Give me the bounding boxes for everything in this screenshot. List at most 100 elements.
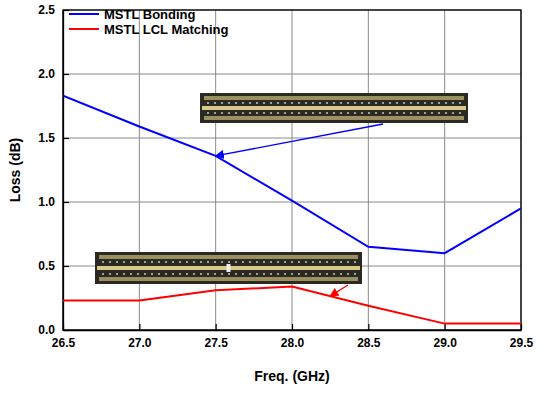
photo-via [410, 112, 412, 114]
photo-via [305, 112, 307, 114]
photo-via [228, 102, 230, 104]
photo-via [165, 261, 167, 263]
photo-via [403, 112, 405, 114]
photo-via [186, 261, 188, 263]
x-tick-mark [521, 324, 522, 330]
y-tick-mark [63, 138, 69, 139]
photo-via [102, 273, 104, 275]
y-tick: 2.0 [38, 67, 69, 81]
x-tick: 29.0 [433, 324, 457, 350]
photo-via [340, 261, 342, 263]
photo-via [410, 102, 412, 104]
photo-via [256, 273, 258, 275]
photo-via [193, 261, 195, 263]
photo-via [312, 102, 314, 104]
photo-board [200, 93, 468, 123]
photo-via [305, 273, 307, 275]
x-axis-line [64, 330, 522, 331]
photo-via [431, 112, 433, 114]
photo-via [340, 273, 342, 275]
photo-via [179, 261, 181, 263]
grid-line-y [63, 138, 521, 139]
photo-via [319, 261, 321, 263]
photo-via [235, 261, 237, 263]
legend-swatch [69, 13, 99, 15]
photo-via [291, 112, 293, 114]
photo-via [382, 102, 384, 104]
photo-via [319, 273, 321, 275]
photo-via [312, 112, 314, 114]
photo-via [137, 273, 139, 275]
legend-label: MSTL Bonding [104, 7, 196, 22]
photo-via [214, 273, 216, 275]
photo-via [242, 273, 244, 275]
photo-via [361, 112, 363, 114]
photo-via [270, 261, 272, 263]
y-tick-label: 0.0 [38, 323, 55, 337]
photo-via [228, 112, 230, 114]
legend-item: MSTL LCL Matching [69, 22, 229, 37]
x-tick-mark [292, 324, 293, 330]
photo-via [214, 261, 216, 263]
photo-via [109, 273, 111, 275]
photo-via [354, 261, 356, 263]
photo-via [403, 102, 405, 104]
photo-via [396, 112, 398, 114]
photo-via [144, 273, 146, 275]
photo-via [368, 102, 370, 104]
x-tick-mark [445, 324, 446, 330]
photo-via [347, 102, 349, 104]
x-tick-mark [216, 324, 217, 330]
photo-via [284, 273, 286, 275]
legend: MSTL BondingMSTL LCL Matching [69, 7, 229, 37]
photo-via [368, 112, 370, 114]
y-tick-mark [63, 10, 69, 11]
photo-via [200, 261, 202, 263]
series-line [63, 286, 521, 323]
x-tick-label: 26.5 [52, 336, 76, 350]
photo-via [263, 261, 265, 263]
y-tick-mark [63, 330, 69, 331]
photo-via [242, 102, 244, 104]
photo-via [438, 102, 440, 104]
plot: 26.527.027.528.028.529.029.50.00.51.01.5… [38, 3, 533, 349]
photo-via [235, 112, 237, 114]
photo-via [270, 273, 272, 275]
photo-via [333, 273, 335, 275]
photo-via [319, 102, 321, 104]
photo-via [333, 102, 335, 104]
x-tick-label: 28.0 [281, 336, 305, 350]
x-tick: 28.5 [357, 324, 381, 350]
photo-via [144, 261, 146, 263]
photo-via [445, 102, 447, 104]
photo-via [417, 102, 419, 104]
annotation-arrow [330, 285, 348, 296]
x-axis: 26.527.027.528.028.529.029.5 [52, 324, 534, 350]
photo-via [256, 112, 258, 114]
legend-label: MSTL LCL Matching [104, 22, 229, 37]
series-group [63, 96, 521, 324]
photo-via [256, 261, 258, 263]
photo-via [249, 112, 251, 114]
x-tick: 27.5 [204, 324, 228, 350]
inset-photo [200, 93, 468, 123]
y-tick: 1.5 [38, 131, 69, 145]
y-axis-line [63, 11, 64, 331]
grid-line-x [444, 10, 445, 330]
inset-photo [95, 252, 362, 284]
photo-edge [204, 116, 464, 120]
photo-via [375, 102, 377, 104]
photo-via [277, 261, 279, 263]
photo-via [207, 102, 209, 104]
photo-via [291, 102, 293, 104]
photo-trace [202, 106, 466, 110]
photo-via [312, 273, 314, 275]
photo-via [333, 112, 335, 114]
photo-via [193, 273, 195, 275]
photo-via [116, 273, 118, 275]
photo-via [123, 261, 125, 263]
photo-via [382, 112, 384, 114]
photo-via [312, 261, 314, 263]
x-tick-label: 29.0 [433, 336, 457, 350]
photo-via [277, 273, 279, 275]
